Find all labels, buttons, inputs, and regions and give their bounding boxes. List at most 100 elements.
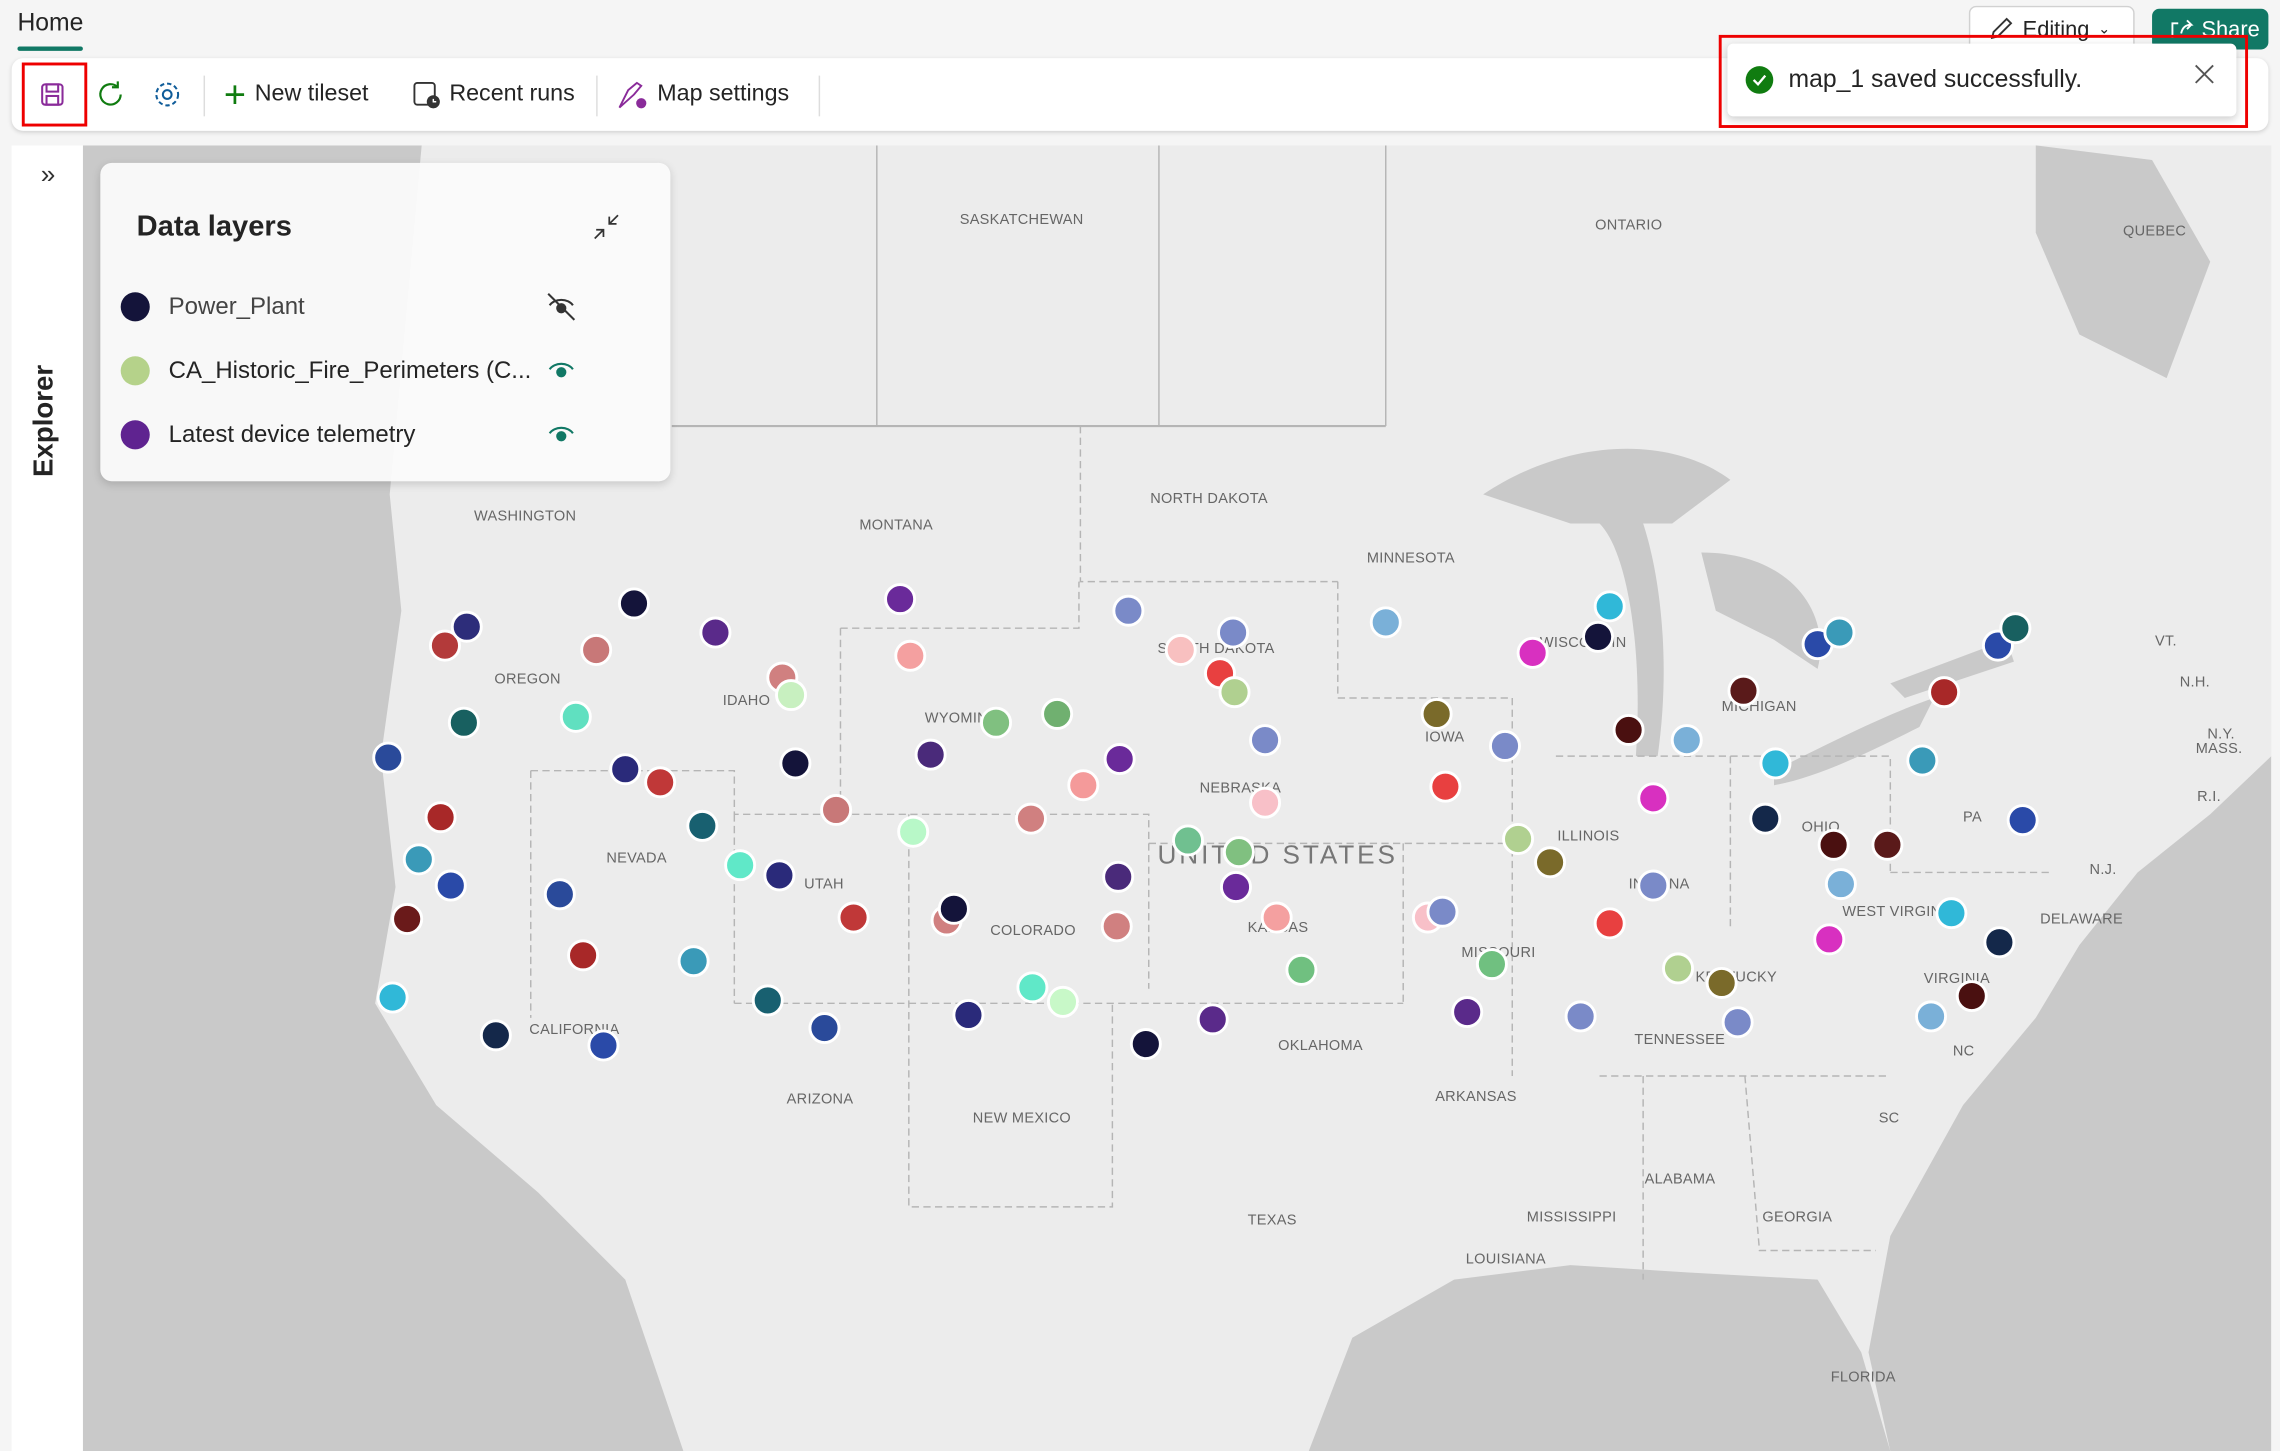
map-marker[interactable]	[1637, 782, 1670, 815]
eye-off-icon[interactable]	[545, 291, 577, 323]
map-marker[interactable]	[1983, 926, 2016, 959]
map-marker[interactable]	[617, 587, 650, 620]
map-marker[interactable]	[779, 747, 812, 780]
map-marker[interactable]	[1670, 724, 1703, 757]
map-marker[interactable]	[1426, 895, 1459, 928]
map-marker[interactable]	[1219, 871, 1252, 903]
map-marker[interactable]	[897, 815, 930, 848]
map-marker[interactable]	[447, 706, 480, 739]
map-marker[interactable]	[1662, 952, 1695, 985]
save-button[interactable]	[38, 58, 67, 131]
map-marker[interactable]	[587, 1029, 620, 1062]
recent-runs-button[interactable]: Recent runs	[412, 58, 575, 131]
map-marker[interactable]	[894, 639, 927, 672]
map-marker[interactable]	[1749, 802, 1782, 835]
map-marker[interactable]	[1564, 1000, 1597, 1033]
map-marker[interactable]	[1534, 846, 1567, 879]
map-marker[interactable]	[1369, 606, 1402, 639]
map-marker[interactable]	[609, 753, 642, 786]
map-marker[interactable]	[1129, 1028, 1162, 1061]
map-marker[interactable]	[1871, 828, 1904, 861]
map-marker[interactable]	[567, 939, 600, 972]
map-marker[interactable]	[1759, 747, 1792, 780]
map-marker[interactable]	[1102, 860, 1135, 893]
layer-item[interactable]: CA_Historic_Fire_Perimeters (C...	[120, 353, 531, 388]
map-settings-button[interactable]: Map settings	[617, 58, 789, 131]
map-marker[interactable]	[1475, 948, 1508, 981]
map-marker[interactable]	[1249, 724, 1282, 757]
map-marker[interactable]	[837, 901, 870, 934]
map-marker[interactable]	[391, 902, 424, 935]
map-marker[interactable]	[884, 583, 917, 616]
new-tileset-button[interactable]: + New tileset	[224, 58, 369, 131]
map-marker[interactable]	[1705, 966, 1738, 999]
map-marker[interactable]	[1164, 633, 1197, 666]
map-marker[interactable]	[1172, 824, 1204, 857]
layer-item[interactable]: Power_Plant	[120, 289, 305, 324]
map-marker[interactable]	[434, 869, 467, 902]
map-marker[interactable]	[644, 766, 677, 799]
map-marker[interactable]	[1218, 676, 1251, 709]
map-marker[interactable]	[699, 616, 732, 649]
map-marker[interactable]	[1488, 729, 1521, 762]
expand-chevrons-icon[interactable]: »	[40, 159, 56, 190]
map-marker[interactable]	[1420, 697, 1453, 730]
map-marker[interactable]	[952, 998, 985, 1031]
map-marker[interactable]	[1249, 786, 1282, 819]
map-marker[interactable]	[580, 633, 613, 666]
map-marker[interactable]	[1100, 910, 1133, 943]
map-marker[interactable]	[808, 1012, 841, 1045]
map-marker[interactable]	[724, 849, 757, 882]
collapse-icon[interactable]	[592, 212, 621, 241]
map-marker[interactable]	[402, 843, 435, 876]
map-marker[interactable]	[1593, 590, 1626, 623]
map-marker[interactable]	[424, 801, 457, 834]
close-icon[interactable]	[2193, 63, 2216, 86]
map-marker[interactable]	[1451, 996, 1484, 1029]
map-marker[interactable]	[980, 706, 1013, 739]
share-button[interactable]: Share	[2152, 8, 2269, 50]
map-marker[interactable]	[1041, 697, 1074, 730]
map-marker[interactable]	[763, 859, 796, 892]
map-marker[interactable]	[1016, 971, 1049, 1004]
map-marker[interactable]	[1112, 594, 1145, 627]
map-marker[interactable]	[820, 793, 853, 826]
map-marker[interactable]	[1067, 769, 1100, 802]
eye-icon[interactable]	[545, 355, 577, 387]
map-marker[interactable]	[479, 1019, 512, 1052]
map-marker[interactable]	[372, 741, 405, 774]
refresh-button[interactable]	[96, 58, 125, 131]
map-marker[interactable]	[1222, 836, 1255, 869]
map-marker[interactable]	[1593, 907, 1626, 940]
map-marker[interactable]	[1813, 923, 1846, 956]
map-marker[interactable]	[775, 679, 808, 712]
map-marker[interactable]	[1727, 674, 1760, 707]
map-marker[interactable]	[1014, 802, 1047, 835]
map-marker[interactable]	[1260, 901, 1293, 934]
map-marker[interactable]	[1285, 953, 1318, 986]
map-marker[interactable]	[376, 981, 409, 1014]
map-marker[interactable]	[686, 809, 719, 842]
map-marker[interactable]	[677, 945, 710, 978]
layer-item[interactable]: Latest device telemetry	[120, 417, 415, 452]
map-marker[interactable]	[1721, 1006, 1754, 1039]
settings-button[interactable]	[151, 58, 183, 131]
map-marker[interactable]	[1823, 616, 1856, 649]
map-marker[interactable]	[1935, 897, 1968, 930]
map-marker[interactable]	[1906, 744, 1939, 777]
tab-home[interactable]: Home	[17, 9, 84, 51]
map-marker[interactable]	[559, 700, 592, 733]
map-marker[interactable]	[1999, 612, 2032, 645]
map-marker[interactable]	[1429, 770, 1462, 803]
map-marker[interactable]	[914, 738, 947, 771]
map-marker[interactable]	[1516, 636, 1549, 669]
map-marker[interactable]	[1824, 868, 1857, 901]
map-marker[interactable]	[937, 892, 970, 925]
map-marker[interactable]	[1046, 985, 1079, 1018]
map-marker[interactable]	[2006, 804, 2039, 837]
explorer-label[interactable]: Explorer	[29, 364, 60, 477]
map-marker[interactable]	[1637, 869, 1670, 902]
map-marker[interactable]	[1915, 1000, 1948, 1033]
map-marker[interactable]	[450, 610, 483, 643]
map-marker[interactable]	[1103, 743, 1136, 776]
